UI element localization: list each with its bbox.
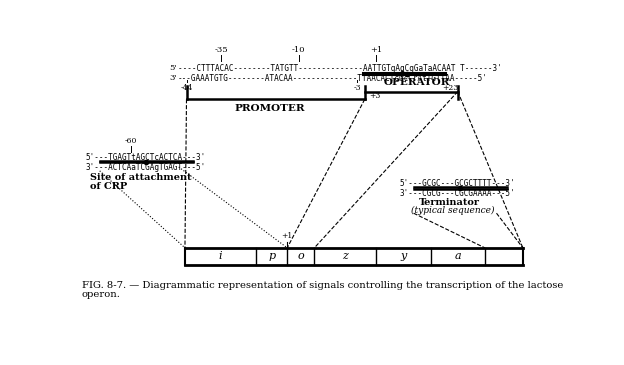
Text: Terminator: Terminator: [419, 198, 480, 207]
Text: 5'---GCGC---GCGCTTTT---3': 5'---GCGC---GCGCTTTT---3': [399, 180, 515, 188]
Text: of CRP: of CRP: [90, 182, 127, 191]
Text: ----CTTTACAC--------TATGTT--------------AATTGTgAgCgGaTaACAAT T------3': ----CTTTACAC--------TATGTT--------------…: [178, 64, 502, 73]
Text: 3': 3': [170, 74, 177, 82]
Text: FIG. 8-7. — Diagrammatic representation of signals controlling the transcription: FIG. 8-7. — Diagrammatic representation …: [82, 281, 563, 290]
Text: i: i: [219, 251, 222, 261]
Text: -35: -35: [215, 46, 228, 54]
Text: (typical sequence): (typical sequence): [411, 206, 495, 215]
Text: operon.: operon.: [82, 290, 121, 299]
Text: -60: -60: [125, 138, 137, 145]
Text: OPERATOR: OPERATOR: [383, 78, 450, 87]
Text: +1: +1: [281, 232, 293, 240]
Text: -3: -3: [353, 84, 361, 92]
Text: -44: -44: [180, 84, 193, 92]
Text: o: o: [298, 251, 304, 261]
Text: z: z: [343, 251, 348, 261]
Text: PROMOTER: PROMOTER: [235, 104, 306, 113]
Text: 3'---CGCG---CGCGAAAA---5': 3'---CGCG---CGCGAAAA---5': [399, 189, 515, 198]
Text: a: a: [454, 251, 461, 261]
Text: Site of attachment: Site of attachment: [90, 173, 191, 182]
Text: +23: +23: [442, 84, 458, 92]
Text: 3'---ACTCAaTCGAgTGAGT---5': 3'---ACTCAaTCGAgTGAGT---5': [85, 162, 206, 172]
Text: y: y: [401, 251, 407, 261]
Text: ---GAAATGTG--------ATACAA--------------TTAACACTcGcCrAtTGTTAA-----5': ---GAAATGTG--------ATACAA--------------T…: [178, 74, 488, 83]
Text: -10: -10: [292, 46, 306, 54]
Text: 5'---TGAGTtAGCTcACTCA---3': 5'---TGAGTtAGCTcACTCA---3': [85, 153, 206, 162]
Text: p: p: [268, 251, 275, 261]
Text: 5': 5': [170, 65, 177, 72]
Text: +1: +1: [370, 46, 383, 54]
Text: +3: +3: [369, 92, 381, 100]
